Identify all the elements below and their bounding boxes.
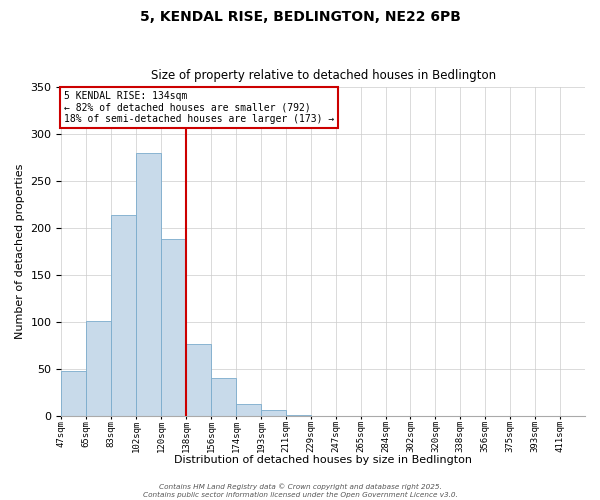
Bar [236,404,261,416]
Text: 5, KENDAL RISE, BEDLINGTON, NE22 6PB: 5, KENDAL RISE, BEDLINGTON, NE22 6PB [140,10,460,24]
Bar [111,215,136,416]
Bar [186,344,211,416]
Y-axis label: Number of detached properties: Number of detached properties [15,164,25,340]
Bar [211,378,236,416]
Title: Size of property relative to detached houses in Bedlington: Size of property relative to detached ho… [151,69,496,82]
Bar [286,415,311,416]
Bar [86,321,111,416]
Bar [161,240,186,416]
X-axis label: Distribution of detached houses by size in Bedlington: Distribution of detached houses by size … [174,455,472,465]
Text: 5 KENDAL RISE: 134sqm
← 82% of detached houses are smaller (792)
18% of semi-det: 5 KENDAL RISE: 134sqm ← 82% of detached … [64,90,334,124]
Bar [261,410,286,416]
Bar [61,371,86,416]
Bar [136,153,161,416]
Text: Contains HM Land Registry data © Crown copyright and database right 2025.
Contai: Contains HM Land Registry data © Crown c… [143,484,457,498]
